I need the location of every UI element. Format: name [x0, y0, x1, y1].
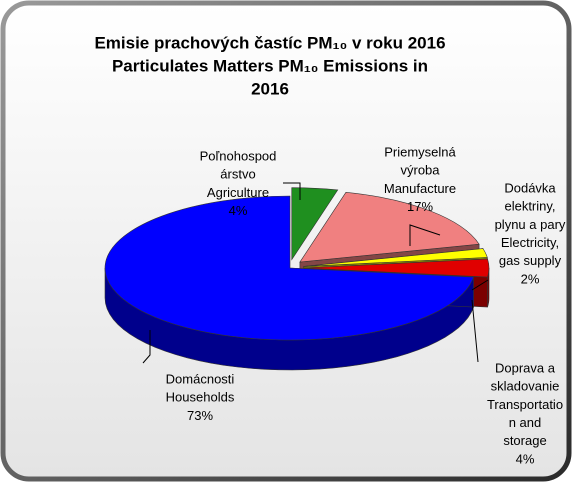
value-label: 4%	[516, 451, 535, 466]
data-label: storage	[503, 433, 546, 448]
data-label: Electricity,	[501, 235, 559, 250]
leader-line	[142, 330, 151, 364]
data-label: Doprava a	[495, 360, 556, 375]
chart-title: 2016	[251, 79, 289, 98]
data-label: Households	[166, 390, 235, 405]
value-label: 17%	[407, 199, 433, 214]
slice	[104, 195, 474, 341]
slice	[299, 192, 480, 263]
leader-line	[283, 182, 301, 200]
chart-title: Emisie prachových častíc PM₁₀ v roku 201…	[94, 33, 445, 52]
slice	[303, 248, 488, 267]
data-label: Dodávka	[504, 180, 556, 195]
data-label: Domácnosti	[166, 371, 235, 386]
data-label: gas supply	[499, 253, 562, 268]
data-label: n and	[509, 415, 542, 430]
pie	[104, 187, 490, 371]
leader-line	[409, 224, 441, 246]
data-label: Transportatio	[487, 397, 563, 412]
data-label: plynu a pary	[495, 217, 566, 232]
labels: Poľnohospod árstvo Agriculture 4% Priemyseln…	[142, 144, 566, 466]
leader-line	[471, 279, 489, 291]
slice	[291, 187, 339, 261]
data-label: výroba	[400, 163, 440, 178]
data-label: Poľnohospod	[200, 148, 277, 163]
data-label: skladovanie	[491, 379, 560, 394]
slice	[303, 258, 490, 278]
chart-title: Particulates Matters PM₁₀ Emissions in	[112, 56, 428, 75]
value-label: 73%	[187, 408, 213, 423]
data-label: Manufacture	[384, 181, 456, 196]
value-label: 2%	[521, 271, 540, 286]
data-label: elektriny,	[504, 199, 555, 214]
data-label: Agriculture	[207, 185, 269, 200]
leader-line	[471, 299, 479, 363]
data-label: Priemyselná	[384, 144, 456, 159]
data-label: árstvo	[220, 167, 255, 182]
value-label: 4%	[229, 203, 248, 218]
